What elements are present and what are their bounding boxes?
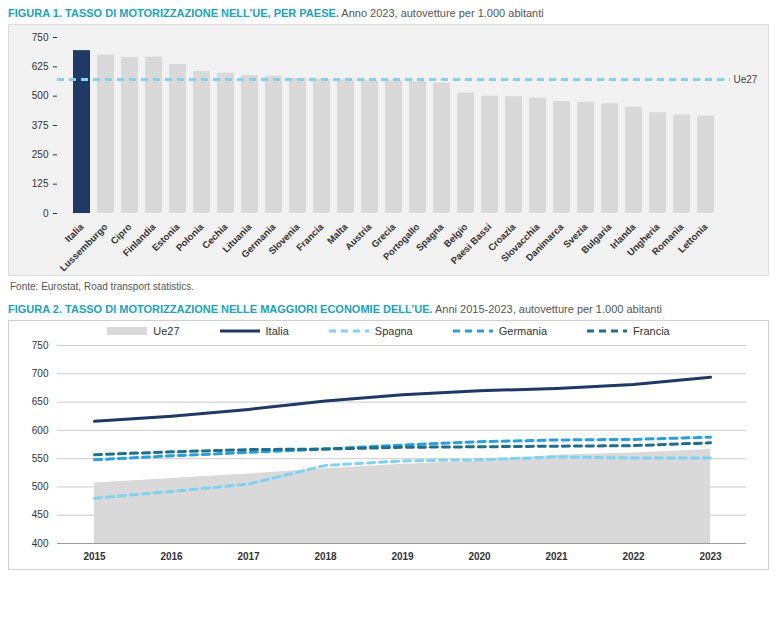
html-text:Fonte: Eurostat, Road transpor: Fonte: Eurostat, Road transport statisti… <box>10 281 194 292</box>
svg-text:Lussemburgo: Lussemburgo <box>57 221 109 273</box>
html-text:FIGURA 1. TASSO DI MOTORIZZAZI: FIGURA 1. TASSO DI MOTORIZZAZIONE NELL’U… <box>8 7 544 19</box>
svg-text:Malta: Malta <box>324 221 350 247</box>
svg-text:Romania: Romania <box>649 221 686 258</box>
html-text:Italia: Italia <box>265 325 289 337</box>
svg-text:Polonia: Polonia <box>174 221 207 254</box>
html-text:FIGURA 2. TASSO DI MOTORIZZAZI: FIGURA 2. TASSO DI MOTORIZZAZIONE NELLE … <box>8 303 662 315</box>
svg-text:625: 625 <box>32 61 49 72</box>
svg-text:2021: 2021 <box>545 551 568 562</box>
svg-text:2015: 2015 <box>83 551 106 562</box>
svg-text:Austria: Austria <box>343 221 374 252</box>
svg-text:Italia: Italia <box>62 221 86 245</box>
svg-text:Paesi Bassi: Paesi Bassi <box>448 221 494 267</box>
svg-text:Finlandia: Finlandia <box>120 221 158 259</box>
svg-text:2018: 2018 <box>314 551 337 562</box>
svg-text:Estonia: Estonia <box>149 221 182 254</box>
svg-text:Francia: Francia <box>294 221 326 253</box>
svg-text:Cechia: Cechia <box>199 221 230 251</box>
svg-text:Spagna: Spagna <box>414 221 447 254</box>
svg-text:700: 700 <box>32 368 49 379</box>
svg-text:600: 600 <box>32 425 49 436</box>
svg-text:Grecia: Grecia <box>368 221 398 250</box>
svg-text:Lettonia: Lettonia <box>676 221 710 255</box>
svg-text:Svezia: Svezia <box>560 221 590 250</box>
svg-text:Bulgaria: Bulgaria <box>579 221 614 256</box>
svg-text:500: 500 <box>32 90 49 101</box>
svg-text:Germania: Germania <box>238 221 278 260</box>
svg-text:2022: 2022 <box>622 551 645 562</box>
svg-text:Croazia: Croazia <box>485 221 518 254</box>
svg-text:Belgio: Belgio <box>441 221 470 250</box>
svg-text:Ue27: Ue27 <box>734 74 758 85</box>
html-text:Spagna: Spagna <box>374 325 413 337</box>
svg-text:250: 250 <box>32 149 49 160</box>
svg-text:Cipro: Cipro <box>108 221 134 247</box>
svg-text:Slovacchia: Slovacchia <box>498 221 542 264</box>
svg-text:125: 125 <box>32 178 49 189</box>
svg-text:750: 750 <box>32 340 49 351</box>
svg-text:2017: 2017 <box>237 551 260 562</box>
svg-text:2020: 2020 <box>468 551 491 562</box>
svg-text:650: 650 <box>32 396 49 407</box>
html-text:Ue27: Ue27 <box>153 325 180 337</box>
svg-text:450: 450 <box>32 509 49 520</box>
svg-text:500: 500 <box>32 481 49 492</box>
svg-text:Portogallo: Portogallo <box>381 221 422 262</box>
svg-text:Slovenia: Slovenia <box>266 221 302 257</box>
svg-text:550: 550 <box>32 453 49 464</box>
svg-text:750: 750 <box>32 32 49 43</box>
svg-text:2019: 2019 <box>391 551 414 562</box>
svg-text:2016: 2016 <box>160 551 183 562</box>
svg-text:0: 0 <box>43 208 49 219</box>
svg-text:400: 400 <box>32 538 49 549</box>
html-text:Francia: Francia <box>633 325 670 337</box>
svg-text:2023: 2023 <box>699 551 722 562</box>
svg-text:Irlanda: Irlanda <box>607 221 638 251</box>
svg-text:375: 375 <box>32 120 49 131</box>
svg-text:Danimarca: Danimarca <box>523 221 566 264</box>
html-text:Germania: Germania <box>498 325 547 337</box>
svg-text:Lituania: Lituania <box>220 221 254 255</box>
svg-text:Ungheria: Ungheria <box>624 221 662 258</box>
